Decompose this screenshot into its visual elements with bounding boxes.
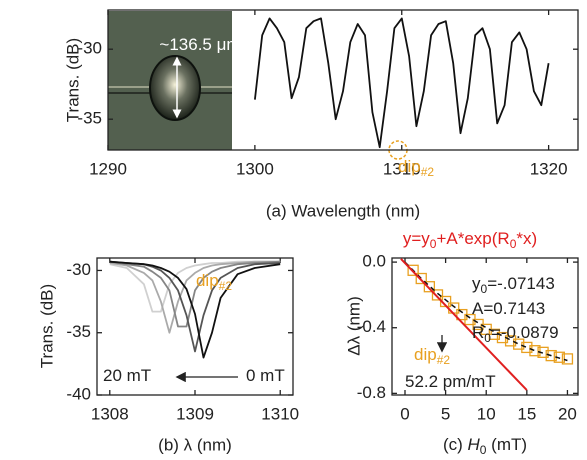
y-tick-label: -0.4 (357, 317, 386, 336)
x-tick-label: 1300 (236, 159, 274, 178)
annotation: R0=-0.0879 (472, 323, 559, 345)
x-tick-label: 1310 (261, 404, 299, 423)
text-part: 0 (484, 331, 491, 345)
x-tick-label: 5 (441, 404, 450, 423)
marker (423, 281, 436, 293)
x-axis-label: (c) H0 (mT) (443, 435, 527, 457)
annotation: dip#2 (398, 157, 434, 179)
text-part: R (472, 323, 484, 342)
x-tick-label: 1309 (176, 404, 214, 423)
text-part: 0 mT (246, 366, 285, 385)
x-tick-label: 20 (558, 404, 577, 423)
x-tick-label: 1320 (530, 159, 568, 178)
marker (513, 338, 525, 350)
y-tick-label: 0.0 (362, 252, 386, 271)
text-part: H (467, 435, 480, 454)
annotation: 0 mT (246, 366, 285, 385)
y-axis-label: Trans. (dB) (37, 284, 56, 368)
data-line (404, 261, 568, 362)
annotation: A=0.7143 (472, 299, 545, 318)
inset-image (108, 11, 232, 150)
text-part: =-.07143 (487, 274, 555, 293)
text-part: #2 (437, 353, 451, 367)
text-part: +A*exp(R (436, 229, 509, 248)
y-axis-label: Trans. (dB) (63, 38, 82, 122)
y-tick-label: -35 (66, 322, 91, 341)
text-part: 20 mT (103, 366, 151, 385)
y-tick-label: -30 (77, 39, 102, 58)
marker (521, 341, 533, 354)
marker (504, 335, 517, 347)
panel: 0 5 10 15 20 0.0 -0.4 -0.8 (357, 252, 579, 423)
text-part: dip (414, 345, 437, 364)
x-tick-label: 15 (517, 404, 536, 423)
marker (431, 289, 444, 301)
marker (561, 353, 574, 365)
text-part: dip (196, 271, 219, 290)
marker (407, 264, 419, 276)
text-part: 0 (510, 237, 517, 251)
text-part: (mT) (486, 435, 527, 454)
x-axis-label: (b) λ (nm) (158, 435, 232, 454)
annotation: y0=-.07143 (472, 274, 555, 296)
annotation: dip#2 (414, 345, 450, 367)
data-line (400, 258, 528, 391)
text-part: *x) (516, 229, 537, 248)
text-part: #2 (219, 279, 233, 293)
annotation: y=y0+A*exp(R0*x) (403, 229, 537, 251)
text-part: 0 (430, 237, 437, 251)
data-line (109, 260, 281, 313)
y-tick-label: -0.8 (357, 383, 386, 402)
annotation: 20 mT (103, 366, 151, 385)
x-tick-label: 1310 (383, 159, 421, 178)
x-tick-label: 1290 (89, 159, 127, 178)
marker (529, 345, 541, 357)
text-part: 0 (481, 282, 488, 296)
panel: 1290 1300 1310 1320 -35 -30 (77, 9, 579, 178)
text-part: ~136.5 μm (159, 35, 240, 54)
y-tick-label: -35 (77, 109, 102, 128)
text-part: dip (398, 157, 421, 176)
text-part: (c) (443, 435, 468, 454)
panel: 1308 1309 1310 -40 -35 -30 (66, 257, 299, 423)
x-tick-label: 10 (477, 404, 496, 423)
data-line (254, 17, 550, 149)
x-tick-label: 0 (400, 404, 409, 423)
data-line (109, 260, 281, 359)
marker (553, 351, 565, 363)
plot-frame (391, 257, 579, 396)
text-part: y (472, 274, 481, 293)
annotation: ~136.5 μm (159, 35, 240, 54)
text-part: 0 (480, 443, 487, 457)
marker (415, 272, 427, 285)
text-part: A=0.7143 (472, 299, 545, 318)
text-part: y=y (403, 229, 430, 248)
plot-frame (107, 9, 579, 151)
text-part: #2 (421, 165, 435, 179)
y-tick-label: -40 (66, 384, 91, 403)
text-part: =-0.0879 (491, 323, 559, 342)
x-axis-label: (a) Wavelength (nm) (266, 201, 420, 220)
data-line (109, 260, 281, 334)
data-line (109, 260, 281, 328)
y-tick-label: -30 (66, 260, 91, 279)
x-tick-label: 1308 (91, 404, 129, 423)
annotation: 52.2 pm/mT (405, 372, 496, 391)
annotation: dip#2 (196, 271, 232, 293)
y-axis-label: Δλ (nm) (344, 296, 363, 356)
marker (545, 349, 557, 362)
text-part: 52.2 pm/mT (405, 372, 496, 391)
